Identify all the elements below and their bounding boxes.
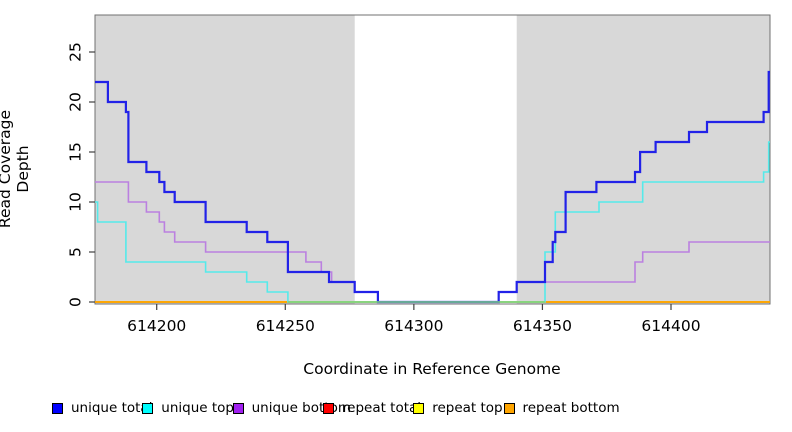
legend-swatch-unique-bottom xyxy=(232,402,244,414)
legend-item: unique top xyxy=(142,399,234,417)
legend-item: unique total xyxy=(52,399,152,417)
plot-border xyxy=(94,14,771,305)
legend-label: repeat bottom xyxy=(522,400,620,416)
y-tick-label: 0 xyxy=(67,297,85,307)
x-axis-title: Coordinate in Reference Genome xyxy=(303,360,561,378)
legend-swatch-repeat-total xyxy=(322,402,334,414)
y-tick-label: 25 xyxy=(67,42,85,62)
x-tick-label: 614350 xyxy=(513,317,572,335)
legend-item: repeat bottom xyxy=(503,399,620,417)
x-tick-label: 614300 xyxy=(384,317,443,335)
y-axis-title: Read Coverage Depth xyxy=(0,109,32,229)
y-tick-label: 15 xyxy=(67,142,85,162)
x-tick-label: 614400 xyxy=(641,317,700,335)
legend-swatch-repeat-top xyxy=(413,402,425,414)
legend-label: unique top xyxy=(161,400,235,416)
y-tick-label: 20 xyxy=(67,92,85,112)
legend-item: repeat top xyxy=(413,399,503,417)
legend-swatch-unique-total xyxy=(52,402,63,414)
legend-swatch-repeat-bottom xyxy=(503,402,515,414)
legend-label: repeat top xyxy=(432,400,503,416)
x-tick-label: 614250 xyxy=(256,317,315,335)
legend-item: repeat total xyxy=(322,399,422,417)
y-tick-label: 10 xyxy=(67,192,85,212)
legend-swatch-unique-top xyxy=(142,402,154,414)
x-tick-label: 614200 xyxy=(127,317,186,335)
y-tick-label: 5 xyxy=(67,247,85,257)
legend: unique total unique top unique bottom repea… xyxy=(0,399,792,421)
gray-region-left xyxy=(95,15,355,304)
legend-label: repeat total xyxy=(341,400,422,416)
legend-label: unique total xyxy=(71,400,153,416)
